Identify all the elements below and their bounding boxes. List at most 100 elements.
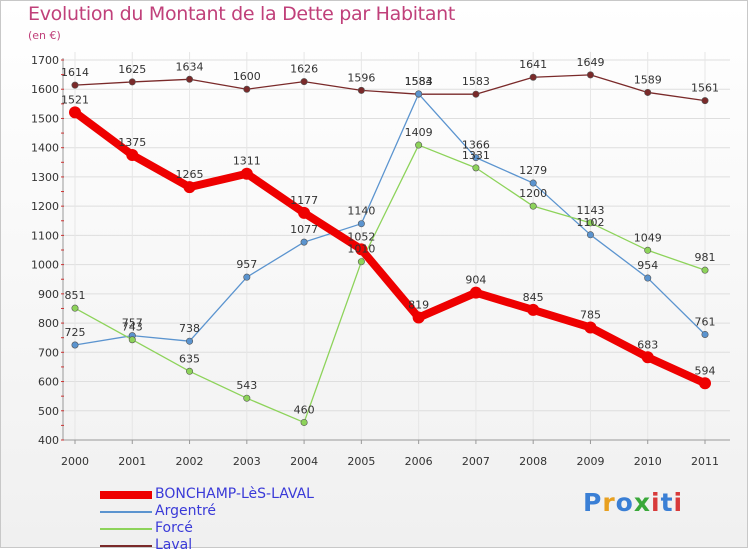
data-label: 1589: [634, 73, 662, 86]
x-tick-label: 2003: [233, 455, 261, 468]
series-0-point: [240, 167, 253, 180]
series-2-point: [644, 246, 652, 254]
series-1-point: [243, 273, 251, 281]
data-label: 851: [65, 289, 86, 302]
legend-label: Forcé: [155, 520, 193, 536]
y-tick-label: 400: [38, 434, 59, 447]
legend-label: BONCHAMP-LèS-LAVAL: [155, 486, 314, 502]
logo-letter: r: [602, 488, 616, 517]
logo-letter: t: [660, 488, 674, 517]
data-label: 1600: [233, 70, 261, 83]
series-0-point: [584, 321, 597, 334]
series-3-point: [644, 88, 652, 96]
x-tick-label: 2010: [634, 455, 662, 468]
data-label: 954: [637, 259, 658, 272]
series-3-point: [300, 78, 308, 86]
data-label: 845: [523, 291, 544, 304]
proxiti-logo: Proxiti: [583, 488, 683, 517]
data-label: 1561: [691, 82, 719, 95]
data-label: 738: [179, 322, 200, 335]
series-1-point: [586, 231, 594, 239]
logo-letter: i: [651, 488, 661, 517]
data-label: 1596: [347, 71, 375, 84]
legend-label: Argentré: [155, 503, 217, 519]
x-tick-label: 2008: [519, 455, 547, 468]
chart-title: Evolution du Montant de la Dette par Hab…: [28, 3, 456, 25]
series-0-point: [355, 243, 368, 256]
x-tick-label: 2004: [290, 455, 318, 468]
series-lines: [69, 71, 711, 426]
data-label: 1102: [576, 216, 604, 229]
legend-label: Laval: [155, 537, 193, 553]
series-1-point: [701, 330, 709, 338]
x-tick-label: 2000: [61, 455, 89, 468]
chart-subtitle: (en €): [28, 29, 61, 42]
legend-swatch: [100, 528, 152, 530]
data-label: 1366: [462, 139, 490, 152]
data-label: 1641: [519, 58, 547, 71]
data-label: 1265: [176, 168, 204, 181]
y-tick-label: 1600: [31, 83, 59, 96]
series-2-point: [128, 336, 136, 344]
series-1-point: [644, 274, 652, 282]
series-1-point: [300, 238, 308, 246]
series-0-point: [126, 149, 139, 161]
legend-swatch: [100, 545, 152, 547]
series-1-point: [186, 337, 194, 345]
data-label: 1521: [61, 93, 89, 106]
legend-swatch: [100, 511, 152, 513]
series-3-point: [186, 75, 194, 83]
data-label: 1649: [576, 56, 604, 69]
x-tick-label: 2005: [347, 455, 375, 468]
data-label: 761: [695, 315, 716, 328]
x-tick-label: 2001: [118, 455, 146, 468]
series-0-point: [699, 377, 711, 390]
logo-letter: x: [633, 488, 651, 517]
series-0-point: [527, 303, 540, 316]
series-0-point: [469, 286, 482, 299]
data-label: 757: [122, 317, 143, 330]
series-3-point: [529, 73, 537, 81]
series-2-point: [529, 202, 537, 210]
data-label: 743: [122, 321, 143, 334]
logo-letter: P: [583, 488, 603, 517]
data-label: 1409: [405, 126, 433, 139]
series-2-point: [186, 367, 194, 375]
y-tick-label: 1500: [31, 112, 59, 125]
data-label: 1634: [176, 60, 204, 73]
data-label: 1626: [290, 63, 318, 76]
data-label: 957: [236, 258, 257, 271]
series-2-point: [357, 258, 365, 266]
y-tick-label: 700: [38, 346, 59, 359]
data-label: 904: [465, 274, 486, 287]
series-line-3: [74, 74, 706, 102]
grid: [63, 52, 730, 441]
data-label: 819: [408, 299, 429, 312]
data-label: 1279: [519, 164, 547, 177]
data-label: 1583: [405, 75, 433, 88]
series-line-1: [74, 93, 706, 346]
y-tick-label: 1100: [31, 229, 59, 242]
data-label: 1010: [347, 243, 375, 256]
data-label: 1143: [576, 204, 604, 217]
data-labels: 1614 1625 1634 1600 1626 1596 1583 1583 1641 1649…: [61, 56, 719, 417]
series-2-point: [415, 141, 423, 149]
y-tick-label: 900: [38, 288, 59, 301]
series-2-point: [701, 266, 709, 274]
data-label: 1140: [347, 205, 375, 218]
series-2-point: [243, 394, 251, 402]
y-tick-label: 500: [38, 405, 59, 418]
series-2-point: [586, 219, 594, 227]
data-label: 1583: [462, 75, 490, 88]
series-line-0: [71, 108, 709, 388]
legend-swatch: [100, 491, 152, 499]
series-0-point: [412, 311, 425, 324]
y-tick-label: 1200: [31, 200, 59, 213]
data-label: 594: [695, 364, 716, 377]
data-label: 1311: [233, 155, 261, 168]
data-label: 1177: [290, 194, 318, 207]
y-tick-label: 600: [38, 376, 59, 389]
series-line-2: [74, 144, 706, 424]
series-0-point: [183, 181, 196, 194]
